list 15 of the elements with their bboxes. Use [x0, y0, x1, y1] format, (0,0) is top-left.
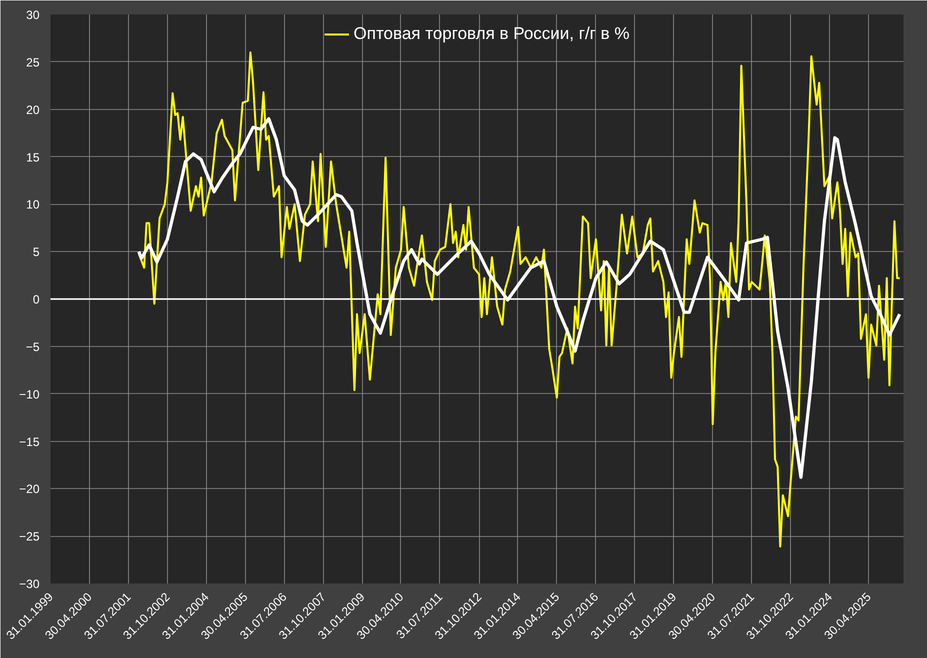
y-tick-label: 25 [26, 55, 40, 70]
y-tick-label: −30 [19, 577, 40, 591]
line-series [138, 51, 901, 548]
y-tick-label: 0 [32, 292, 40, 306]
y-tick-label: −5 [26, 340, 40, 354]
y-tick-label: −15 [19, 434, 40, 449]
y-tick-label: 5 [32, 245, 40, 260]
legend-label: Оптовая торговля в России, г/г в % [354, 24, 630, 44]
y-tick-label: 15 [26, 150, 40, 164]
y-tick-label: −25 [19, 530, 40, 544]
y-tick-label: −20 [19, 482, 40, 496]
y-tick-label: 20 [26, 102, 40, 117]
y-tick-label: 10 [26, 198, 40, 212]
y-tick-label: 30 [26, 8, 40, 22]
y-tick-label: −10 [19, 387, 40, 402]
